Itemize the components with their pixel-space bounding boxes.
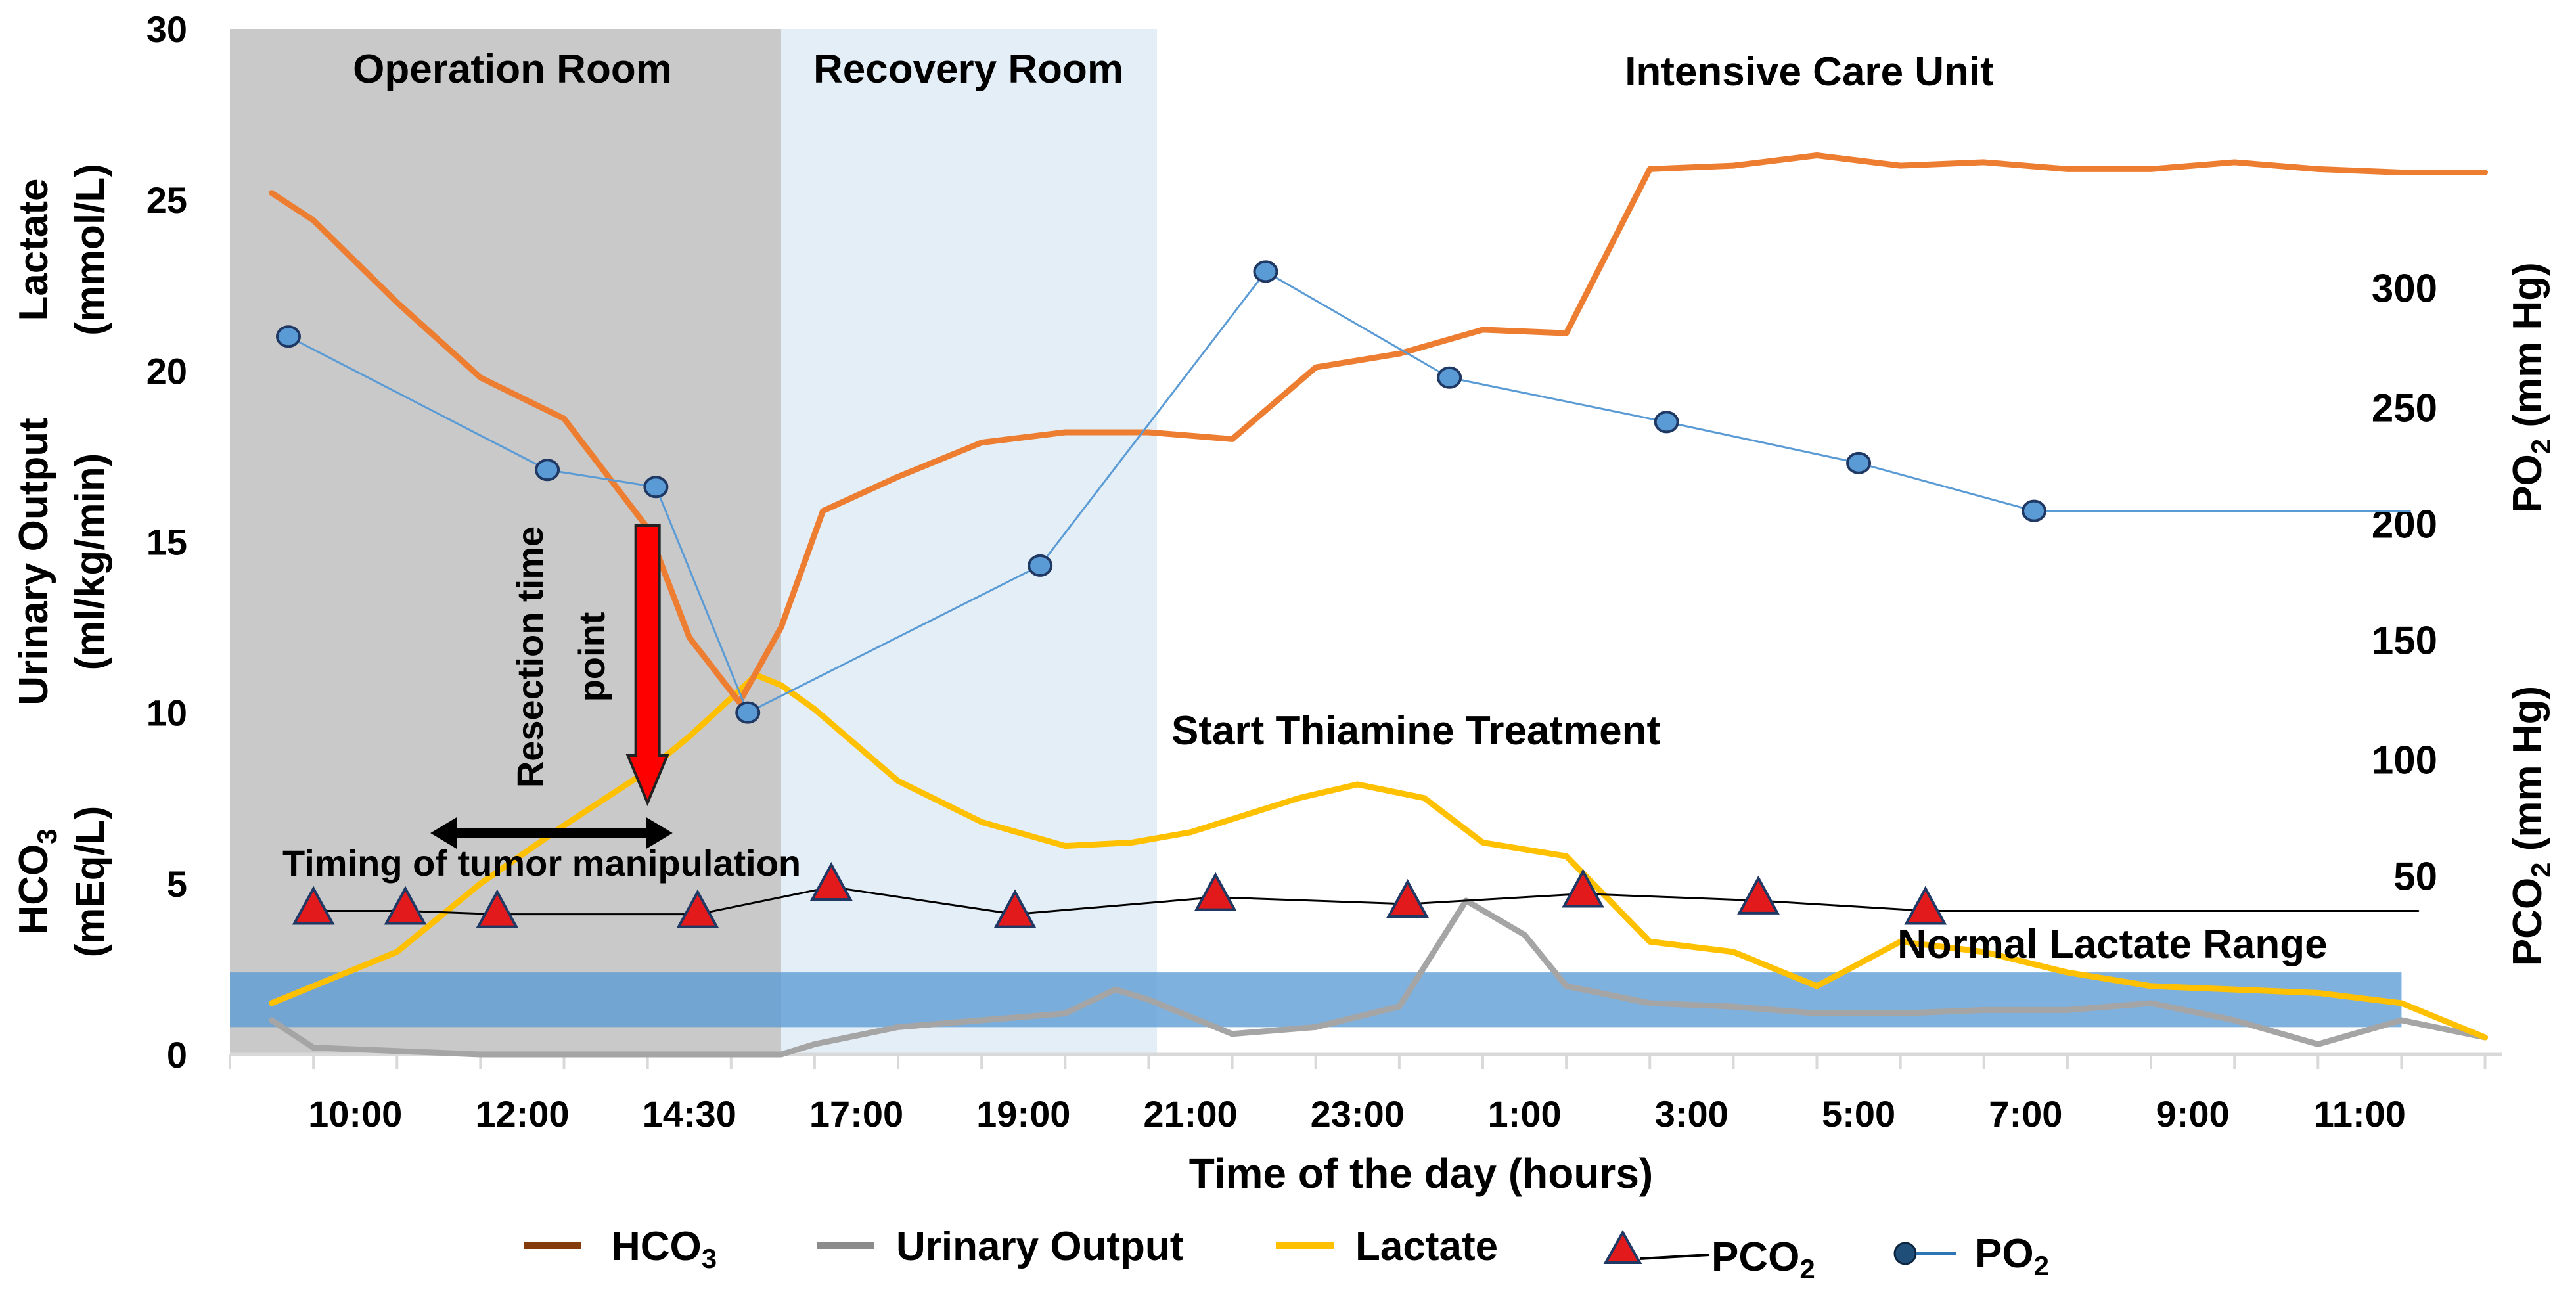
legend-swatch-po2-marker [1893, 1242, 1917, 1265]
resection-arrow-shape [625, 524, 669, 807]
po2-point [643, 476, 669, 499]
pco2-point [1737, 875, 1780, 915]
legend-swatch-pco2-line [1639, 1254, 1710, 1260]
pco2-point [993, 889, 1037, 928]
pco2-point [809, 861, 853, 901]
y-label-po2: PO2 (mm Hg) [2505, 262, 2556, 513]
y-label-lactate-line2: (mmol/L) [68, 164, 113, 336]
legend-label-pco2: PCO2 [1711, 1234, 1815, 1284]
pco2-point [384, 886, 427, 925]
po2-point [275, 325, 301, 348]
pco2-point [476, 889, 519, 928]
x-tick-label: 1:00 [1488, 1093, 1562, 1135]
y-tick-label-po2: 200 [2372, 502, 2437, 546]
y-tick-label-left: 20 [147, 350, 187, 392]
y-tick-label-left: 0 [167, 1034, 187, 1075]
x-tick-label: 5:00 [1822, 1093, 1895, 1135]
legend-swatch-pco2-marker [1603, 1229, 1642, 1264]
po2-point [1028, 554, 1053, 577]
phase-label-intensive-care-unit: Intensive Care Unit [1625, 49, 1994, 95]
y-tick-label-left: 30 [147, 9, 187, 50]
y-tick-label-left: 5 [167, 863, 187, 905]
phase-bg-1 [781, 29, 1158, 1054]
resection-arrow [625, 524, 669, 807]
x-tick-label: 19:00 [976, 1093, 1070, 1135]
pco2-point [1904, 886, 1947, 925]
pco2-point [676, 889, 719, 928]
series-line-hco3 [269, 152, 2489, 706]
x-tick-label: 11:00 [2314, 1093, 2406, 1135]
tumor-manipulation-arrowhead-right [646, 817, 673, 849]
legend: HCO3 Urinary Output Lactate PCO2 PO2 [524, 1224, 2049, 1284]
legend-label-urinary: Urinary Output [896, 1224, 1183, 1269]
y-label-pco2: PCO2 (mm Hg) [2505, 686, 2556, 966]
y-tick-label-pco2: 50 [2393, 854, 2437, 898]
phase-label-operation-room: Operation Room [353, 47, 672, 92]
y-tick-label-left: 25 [147, 179, 187, 221]
po2-point [1654, 411, 1679, 434]
phase-label-recovery-room: Recovery Room [813, 47, 1123, 92]
pco2-point [1194, 872, 1237, 911]
legend-label-hco3: HCO3 [611, 1224, 717, 1274]
y-tick-label-pco2: 100 [2372, 738, 2437, 782]
resection-label-line2: point [571, 612, 612, 702]
legend-label-po2: PO2 [1975, 1231, 2049, 1281]
thiamine-annotation: Start Thiamine Treatment [1171, 708, 1660, 754]
po2-point [535, 459, 560, 482]
po2-point [1253, 260, 1278, 283]
normal-range-label: Normal Lactate Range [1897, 922, 2328, 967]
x-tick-label: 3:00 [1655, 1093, 1729, 1135]
y-tick-label-left: 10 [147, 692, 187, 734]
x-tick-label: 10:00 [308, 1093, 402, 1135]
tumor-manipulation-arrowhead-left [430, 817, 457, 849]
y-label-urinary-line1: Urinary Output [11, 418, 56, 705]
pco2-point [292, 886, 335, 925]
x-tick-label: 14:30 [643, 1093, 736, 1135]
phase-bg-2 [1157, 29, 2502, 1054]
x-axis-label: Time of the day (hours) [1189, 1150, 1653, 1197]
y-tick-label-pco2: 150 [2372, 618, 2437, 662]
series-line-urinary-output [269, 897, 2489, 1058]
y-label-urinary-line2: (ml/kg/min) [68, 453, 113, 671]
y-tick-label-po2: 300 [2372, 266, 2437, 310]
series-line-pco2 [312, 886, 2420, 916]
legend-label-lactate: Lactate [1355, 1224, 1498, 1269]
pco2-point [1562, 869, 1604, 908]
resection-label-line1: Resection time [509, 526, 551, 788]
x-tick-label: 12:00 [475, 1093, 569, 1135]
po2-point [1846, 451, 1872, 474]
po2-point [2022, 499, 2047, 522]
x-tick-label: 9:00 [2156, 1093, 2230, 1135]
x-tick-label: 21:00 [1143, 1093, 1237, 1135]
y-tick-label-left: 15 [147, 522, 187, 563]
y-tick-label-po2: 250 [2372, 386, 2437, 430]
po2-point [735, 701, 761, 724]
y-label-hco3-line1: HCO3 [11, 828, 62, 934]
pco2-point [1386, 878, 1429, 918]
po2-point [1437, 366, 1462, 389]
x-tick-label: 7:00 [1989, 1093, 2062, 1135]
y-label-lactate-line1: Lactate [11, 178, 56, 321]
tumor-manipulation-arrow [430, 817, 673, 849]
phase-bg-0 [230, 29, 782, 1054]
x-tick-label: 23:00 [1311, 1093, 1405, 1135]
normal-lactate-range-band [230, 972, 2402, 1028]
x-tick-label: 17:00 [809, 1093, 903, 1135]
y-label-hco3-line2: (mEq/L) [68, 806, 113, 958]
tumor-manipulation-label: Timing of tumor manipulation [282, 842, 801, 884]
